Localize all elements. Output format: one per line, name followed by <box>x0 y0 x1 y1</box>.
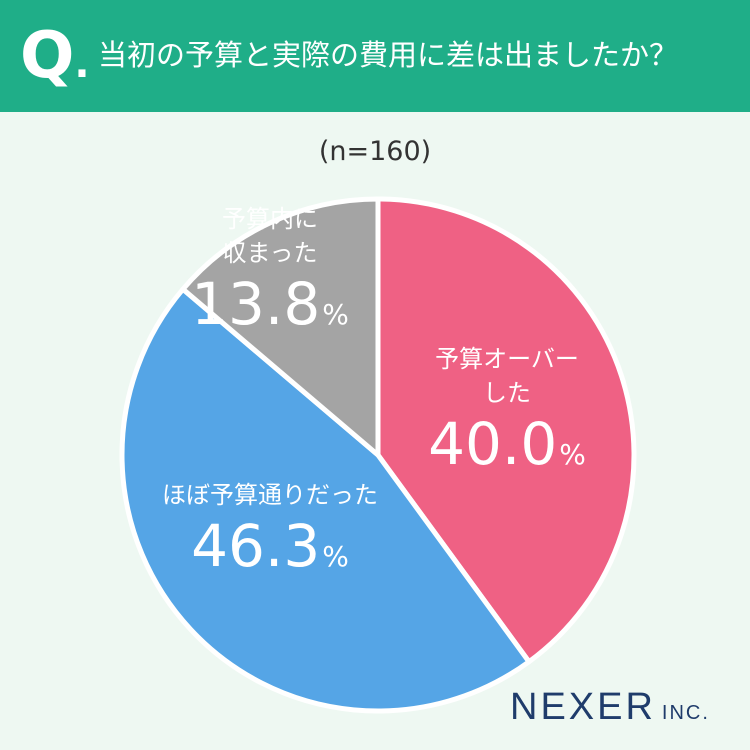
question-mark-icon: Q. <box>20 16 90 104</box>
question-header: Q. 当初の予算と実際の費用に差は出ましたか？ <box>0 0 750 112</box>
question-text: 当初の予算と実際の費用に差は出ましたか？ <box>98 38 679 72</box>
sample-size-label: (n=160) <box>318 136 432 167</box>
q-letter: Q <box>20 19 75 93</box>
q-dot: . <box>74 41 90 87</box>
nexer-logo: NEXER INC. <box>510 686 710 728</box>
pie-slice-almost-on-budget <box>119 286 532 714</box>
logo-sub-text: INC. <box>661 702 710 724</box>
pie-slice-within-budget <box>180 196 381 458</box>
pie-slice-over-budget <box>375 196 637 665</box>
logo-main-text: NEXER <box>510 686 656 728</box>
